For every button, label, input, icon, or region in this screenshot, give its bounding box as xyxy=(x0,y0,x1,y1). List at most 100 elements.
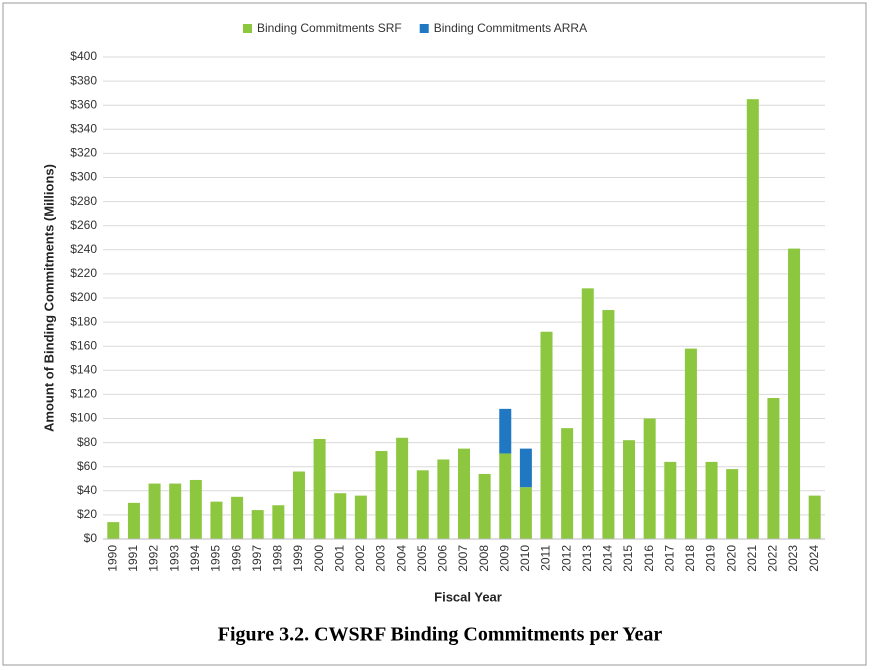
bar xyxy=(478,473,491,539)
y-tick-label: $100 xyxy=(70,411,97,425)
frame xyxy=(2,2,867,666)
x-tick-label: 2006 xyxy=(436,545,450,572)
bar xyxy=(169,483,182,539)
caption: Figure 3.2. CWSRF Binding Commitments pe… xyxy=(218,624,663,646)
bar xyxy=(643,418,656,539)
y-tick-label: $280 xyxy=(70,194,97,208)
bar xyxy=(396,437,409,539)
x-tick-label: 2012 xyxy=(559,545,573,572)
x-tick-label: 2022 xyxy=(766,545,780,572)
y-tick-label: $160 xyxy=(70,338,97,352)
bar xyxy=(375,451,388,539)
y-tick-label: $80 xyxy=(77,435,97,449)
legend-swatch xyxy=(419,24,429,33)
x-tick-label: 2009 xyxy=(497,545,511,572)
x-tick-label: 2020 xyxy=(724,545,738,572)
x-tick-label: 1993 xyxy=(167,545,181,572)
x-tick-label: 2024 xyxy=(807,545,821,572)
bar xyxy=(581,288,594,539)
x-axis-title: Fiscal Year xyxy=(434,589,502,604)
x-tick-label: 2002 xyxy=(353,545,367,572)
y-tick-label: $60 xyxy=(77,459,97,473)
x-tick-label: 2015 xyxy=(621,545,635,572)
bar xyxy=(664,461,677,539)
bar xyxy=(705,461,718,539)
y-tick-label: $40 xyxy=(77,483,97,497)
y-tick-label: $380 xyxy=(70,73,97,87)
x-tick-label: 2003 xyxy=(374,545,388,572)
x-tick-label: 2018 xyxy=(683,545,697,572)
x-tick-label: 1995 xyxy=(209,545,223,572)
y-tick-label: $140 xyxy=(70,362,97,376)
x-tick-label: 1991 xyxy=(126,545,140,572)
x-tick-label: 1992 xyxy=(147,545,161,572)
x-tick-label: 1990 xyxy=(105,545,119,572)
x-tick-label: 1998 xyxy=(271,545,285,572)
bar xyxy=(210,501,223,539)
x-tick-label: 2014 xyxy=(601,545,615,572)
bar xyxy=(684,348,697,539)
bar xyxy=(292,471,305,539)
bar xyxy=(746,99,759,540)
bar xyxy=(519,487,532,539)
x-tick-label: 2023 xyxy=(786,545,800,572)
bar xyxy=(499,453,512,539)
y-tick-label: $0 xyxy=(84,531,98,545)
x-tick-label: 2019 xyxy=(704,545,718,572)
x-tick-label: 1994 xyxy=(188,545,202,572)
y-tick-label: $220 xyxy=(70,266,97,280)
y-tick-label: $120 xyxy=(70,387,97,401)
bar xyxy=(458,448,470,539)
bar xyxy=(726,469,739,539)
bar xyxy=(272,505,285,539)
y-axis-title: Amount of Binding Commitments (Millions) xyxy=(41,164,56,432)
bar xyxy=(416,470,429,539)
bar xyxy=(107,522,120,539)
y-tick-label: $240 xyxy=(70,242,97,256)
x-tick-label: 2008 xyxy=(477,545,491,572)
bar xyxy=(561,428,574,539)
bar xyxy=(788,248,801,539)
x-tick-label: 2004 xyxy=(394,545,408,572)
bar xyxy=(602,310,615,539)
bar xyxy=(313,438,326,539)
x-tick-label: 2005 xyxy=(415,545,429,572)
bar xyxy=(354,495,367,539)
x-tick-label: 2007 xyxy=(456,545,470,572)
x-tick-label: 2011 xyxy=(539,545,553,571)
x-tick-label: 2000 xyxy=(312,545,326,572)
y-tick-label: $260 xyxy=(70,218,97,232)
y-tick-label: $300 xyxy=(70,170,97,184)
bar xyxy=(251,510,264,539)
bar xyxy=(189,479,202,539)
legend-swatch xyxy=(243,24,252,33)
x-tick-label: 2001 xyxy=(332,545,346,572)
bar xyxy=(127,502,140,539)
bar xyxy=(808,495,821,539)
legend-label: Binding Commitments ARRA xyxy=(434,21,587,35)
y-tick-label: $400 xyxy=(70,49,97,63)
legend-label: Binding Commitments SRF xyxy=(257,21,402,35)
y-tick-label: $20 xyxy=(77,507,97,521)
bar xyxy=(519,448,532,488)
x-tick-label: 1997 xyxy=(250,545,264,572)
x-tick-label: 2016 xyxy=(642,545,656,572)
y-tick-label: $180 xyxy=(70,314,97,328)
bar xyxy=(540,331,553,539)
y-tick-label: $360 xyxy=(70,97,97,111)
x-tick-label: 1996 xyxy=(229,545,243,572)
x-tick-label: 2021 xyxy=(745,545,759,572)
bar xyxy=(499,408,512,454)
x-tick-label: 2010 xyxy=(518,545,532,572)
bar xyxy=(148,483,161,539)
bar xyxy=(437,459,450,539)
bar xyxy=(767,398,780,539)
y-tick-label: $340 xyxy=(70,121,97,135)
x-tick-label: 2017 xyxy=(662,545,676,572)
x-tick-label: 1999 xyxy=(291,545,305,572)
y-tick-label: $320 xyxy=(70,146,97,160)
x-tick-label: 2013 xyxy=(580,545,594,572)
bar xyxy=(334,493,347,539)
bar xyxy=(623,440,636,539)
